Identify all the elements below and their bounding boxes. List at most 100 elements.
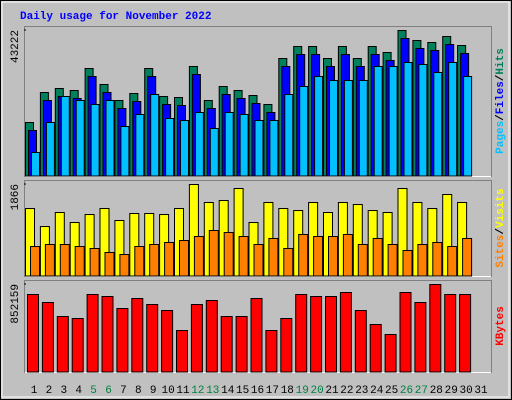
legend-separator: / bbox=[495, 114, 507, 121]
bar bbox=[253, 244, 264, 277]
x-tick-label: 12 bbox=[191, 385, 204, 397]
bar bbox=[314, 76, 324, 177]
bar bbox=[418, 64, 428, 177]
bar bbox=[190, 304, 203, 373]
bar bbox=[339, 292, 352, 373]
bar bbox=[299, 85, 309, 177]
bar bbox=[89, 247, 100, 277]
bar bbox=[432, 241, 443, 277]
bar bbox=[387, 244, 398, 277]
bar bbox=[134, 246, 145, 277]
bar bbox=[119, 254, 130, 277]
x-tick-label: 1 bbox=[31, 385, 38, 397]
bar bbox=[75, 100, 85, 177]
bar bbox=[45, 122, 55, 177]
bar bbox=[165, 118, 175, 177]
x-tick-label: 10 bbox=[161, 385, 174, 397]
y-tick-label: 852159 bbox=[10, 284, 22, 324]
bar bbox=[164, 241, 175, 277]
bar bbox=[268, 237, 279, 277]
bar bbox=[71, 318, 84, 373]
bar bbox=[265, 330, 278, 373]
legend-separator: / bbox=[495, 228, 507, 235]
bar bbox=[101, 296, 114, 373]
bar bbox=[209, 127, 219, 177]
x-tick-label: 29 bbox=[445, 385, 458, 397]
bar bbox=[417, 244, 428, 277]
bar bbox=[220, 316, 233, 373]
x-tick-label: 22 bbox=[340, 385, 353, 397]
chart-title: Daily usage for November 2022 bbox=[20, 11, 211, 23]
bar bbox=[105, 100, 115, 177]
bar bbox=[208, 230, 219, 277]
bar bbox=[343, 79, 353, 177]
legend: KBytes bbox=[495, 306, 507, 346]
bar bbox=[388, 66, 398, 177]
bar bbox=[254, 120, 264, 177]
bar bbox=[403, 62, 413, 177]
bar bbox=[459, 294, 472, 373]
x-tick-label: 7 bbox=[120, 385, 127, 397]
bar bbox=[313, 236, 324, 277]
bar bbox=[414, 302, 427, 373]
x-tick-label: 3 bbox=[60, 385, 67, 397]
bar bbox=[59, 244, 70, 277]
bar bbox=[131, 298, 144, 373]
x-tick-label: 25 bbox=[385, 385, 398, 397]
x-tick-label: 14 bbox=[221, 385, 235, 397]
bar bbox=[146, 304, 159, 373]
x-tick-label: 31 bbox=[474, 385, 488, 397]
bar bbox=[444, 294, 457, 373]
bar bbox=[193, 236, 204, 277]
bar bbox=[235, 316, 248, 373]
bar bbox=[329, 79, 338, 177]
x-tick-label: 24 bbox=[370, 385, 384, 397]
x-tick-label: 30 bbox=[459, 385, 472, 397]
bar bbox=[27, 294, 39, 373]
x-tick-label: 23 bbox=[355, 385, 368, 397]
bar bbox=[429, 284, 442, 373]
x-tick-label: 5 bbox=[90, 385, 97, 397]
legend-entry: Pages bbox=[495, 121, 507, 154]
legend-entry: Sites bbox=[495, 235, 507, 268]
bar bbox=[448, 62, 458, 177]
bar bbox=[116, 308, 129, 373]
bar bbox=[194, 111, 204, 177]
bar bbox=[90, 103, 100, 177]
x-tick-label: 27 bbox=[415, 385, 428, 397]
bar bbox=[447, 246, 458, 277]
x-tick-label: 9 bbox=[150, 385, 157, 397]
x-tick-label: 17 bbox=[266, 385, 279, 397]
bar bbox=[135, 114, 145, 177]
bar bbox=[325, 296, 337, 373]
bar bbox=[358, 79, 368, 177]
bar bbox=[239, 114, 249, 177]
bar bbox=[384, 334, 397, 373]
bar bbox=[74, 246, 85, 277]
bar bbox=[357, 244, 368, 277]
y-tick-label: 1866 bbox=[10, 184, 22, 210]
bar bbox=[176, 330, 188, 373]
bar bbox=[250, 298, 263, 373]
x-tick-label: 28 bbox=[430, 385, 443, 397]
x-tick-label: 8 bbox=[135, 385, 142, 397]
bar bbox=[120, 126, 130, 177]
bar bbox=[161, 310, 174, 373]
bar bbox=[60, 96, 70, 177]
x-tick-label: 11 bbox=[176, 385, 190, 397]
x-tick-label: 19 bbox=[296, 385, 309, 397]
bar bbox=[295, 294, 308, 373]
bar bbox=[369, 324, 382, 373]
bar bbox=[223, 232, 234, 277]
bar bbox=[179, 240, 189, 277]
bar bbox=[399, 292, 412, 373]
bar bbox=[342, 233, 353, 277]
bar bbox=[433, 72, 443, 177]
bar bbox=[284, 94, 294, 177]
bar bbox=[402, 250, 413, 277]
bar bbox=[283, 247, 294, 277]
legend-entry: Files bbox=[495, 81, 507, 114]
bar bbox=[463, 76, 473, 177]
